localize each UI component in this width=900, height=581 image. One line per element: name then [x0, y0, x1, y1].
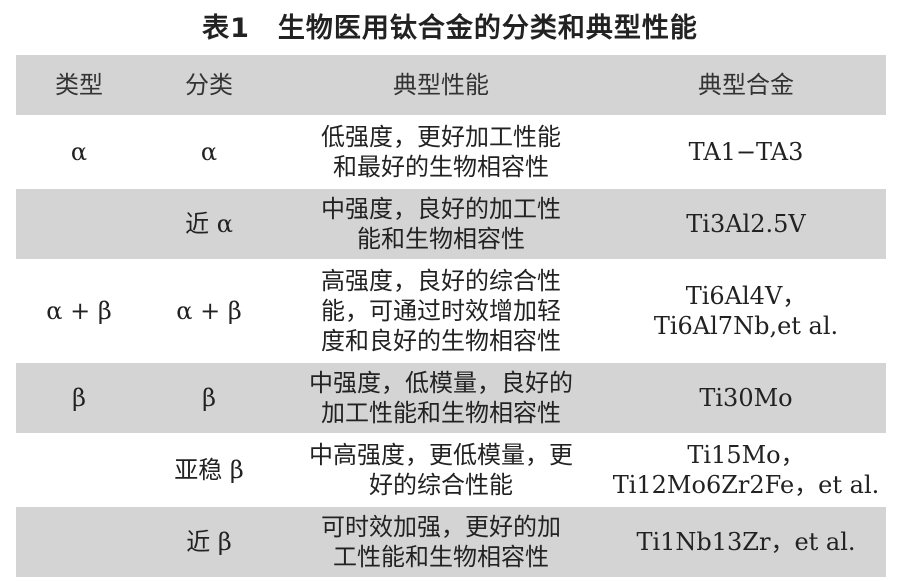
property-line: 中强度，良好的加工性 — [321, 195, 561, 223]
cell-class: 近 α — [142, 189, 276, 259]
property-line: 能，可通过时效增加轻 — [321, 297, 561, 325]
table-row: 近 α 中强度，良好的加工性 能和生物相容性 Ti3Al2.5V — [16, 189, 886, 259]
alloy-line: Ti3Al2.5V — [686, 210, 806, 238]
cell-alloy: Ti3Al2.5V — [606, 189, 886, 259]
cell-properties: 可时效加强，更好的加 工性能和生物相容性 — [276, 507, 606, 577]
header-row: 类型 分类 典型性能 典型合金 — [16, 55, 886, 115]
cell-alloy: Ti6Al4V， Ti6Al7Nb,et al. — [606, 261, 886, 361]
header-type: 类型 — [16, 55, 142, 115]
cell-properties: 低强度，更好加工性能 和最好的生物相容性 — [276, 117, 606, 187]
property-line: 中高强度，更低模量，更 — [309, 441, 573, 469]
cell-type — [16, 189, 142, 259]
alloy-line: Ti15Mo， — [687, 441, 805, 469]
cell-properties: 高强度，良好的综合性 能，可通过时效增加轻 度和良好的生物相容性 — [276, 261, 606, 361]
property-line: 能和生物相容性 — [357, 225, 525, 253]
alloy-line: Ti6Al4V， — [685, 282, 807, 310]
cell-class: α — [200, 138, 218, 166]
cell-type — [16, 435, 142, 505]
alloy-line: Ti30Mo — [699, 384, 793, 412]
cell-class: α + β — [176, 297, 242, 325]
property-line: 高强度，良好的综合性 — [321, 267, 561, 295]
table-row: 近 β 可时效加强，更好的加 工性能和生物相容性 Ti1Nb13Zr，et al. — [16, 507, 886, 577]
header-class: 分类 — [142, 55, 276, 115]
alloy-line: Ti1Nb13Zr，et al. — [636, 528, 856, 556]
table-row: β β 中强度，低模量，良好的 加工性能和生物相容性 Ti30Mo — [16, 363, 886, 433]
cell-alloy: Ti30Mo — [606, 363, 886, 433]
cell-alloy: Ti15Mo， Ti12Mo6Zr2Fe，et al. — [606, 435, 886, 505]
property-line: 中强度，低模量，良好的 — [309, 369, 573, 397]
cell-type: β — [16, 363, 142, 433]
cell-type: α + β — [46, 297, 112, 325]
property-line: 可时效加强，更好的加 — [321, 513, 561, 541]
property-line: 度和良好的生物相容性 — [321, 327, 561, 355]
cell-type: α — [70, 138, 88, 166]
alloy-line: Ti12Mo6Zr2Fe，et al. — [612, 471, 880, 499]
header-properties: 典型性能 — [276, 55, 606, 115]
titanium-alloy-table: 类型 分类 典型性能 典型合金 α α 低强度，更好加工性能 和最好的生物相容性 TA1… — [16, 53, 886, 579]
cell-class: β — [142, 363, 276, 433]
alloy-line: TA1−TA3 — [688, 138, 804, 166]
table-row: 亚稳 β 中高强度，更低模量，更 好的综合性能 Ti15Mo， Ti12Mo6Zr2Fe… — [16, 435, 886, 505]
cell-properties: 中高强度，更低模量，更 好的综合性能 — [276, 435, 606, 505]
header-alloy: 典型合金 — [606, 55, 886, 115]
property-line: 低强度，更好加工性能 — [321, 123, 561, 151]
property-line: 工性能和生物相容性 — [333, 543, 549, 571]
table-row: α + β α + β 高强度，良好的综合性 能，可通过时效增加轻 度和良好的生物相容性… — [16, 261, 886, 361]
cell-alloy: Ti1Nb13Zr，et al. — [606, 507, 886, 577]
table-title: 表1 生物医用钛合金的分类和典型性能 — [202, 13, 698, 44]
cell-properties: 中强度，低模量，良好的 加工性能和生物相容性 — [276, 363, 606, 433]
cell-type — [16, 507, 142, 577]
table-row: α α 低强度，更好加工性能 和最好的生物相容性 TA1−TA3 — [16, 117, 886, 187]
property-line: 和最好的生物相容性 — [333, 153, 549, 181]
alloy-line: Ti6Al7Nb,et al. — [653, 312, 839, 340]
property-line: 加工性能和生物相容性 — [321, 399, 561, 427]
cell-properties: 中强度，良好的加工性 能和生物相容性 — [276, 189, 606, 259]
cell-class: 亚稳 β — [174, 456, 244, 484]
property-line: 好的综合性能 — [369, 471, 513, 499]
cell-class: 近 β — [142, 507, 276, 577]
cell-alloy: TA1−TA3 — [606, 117, 886, 187]
